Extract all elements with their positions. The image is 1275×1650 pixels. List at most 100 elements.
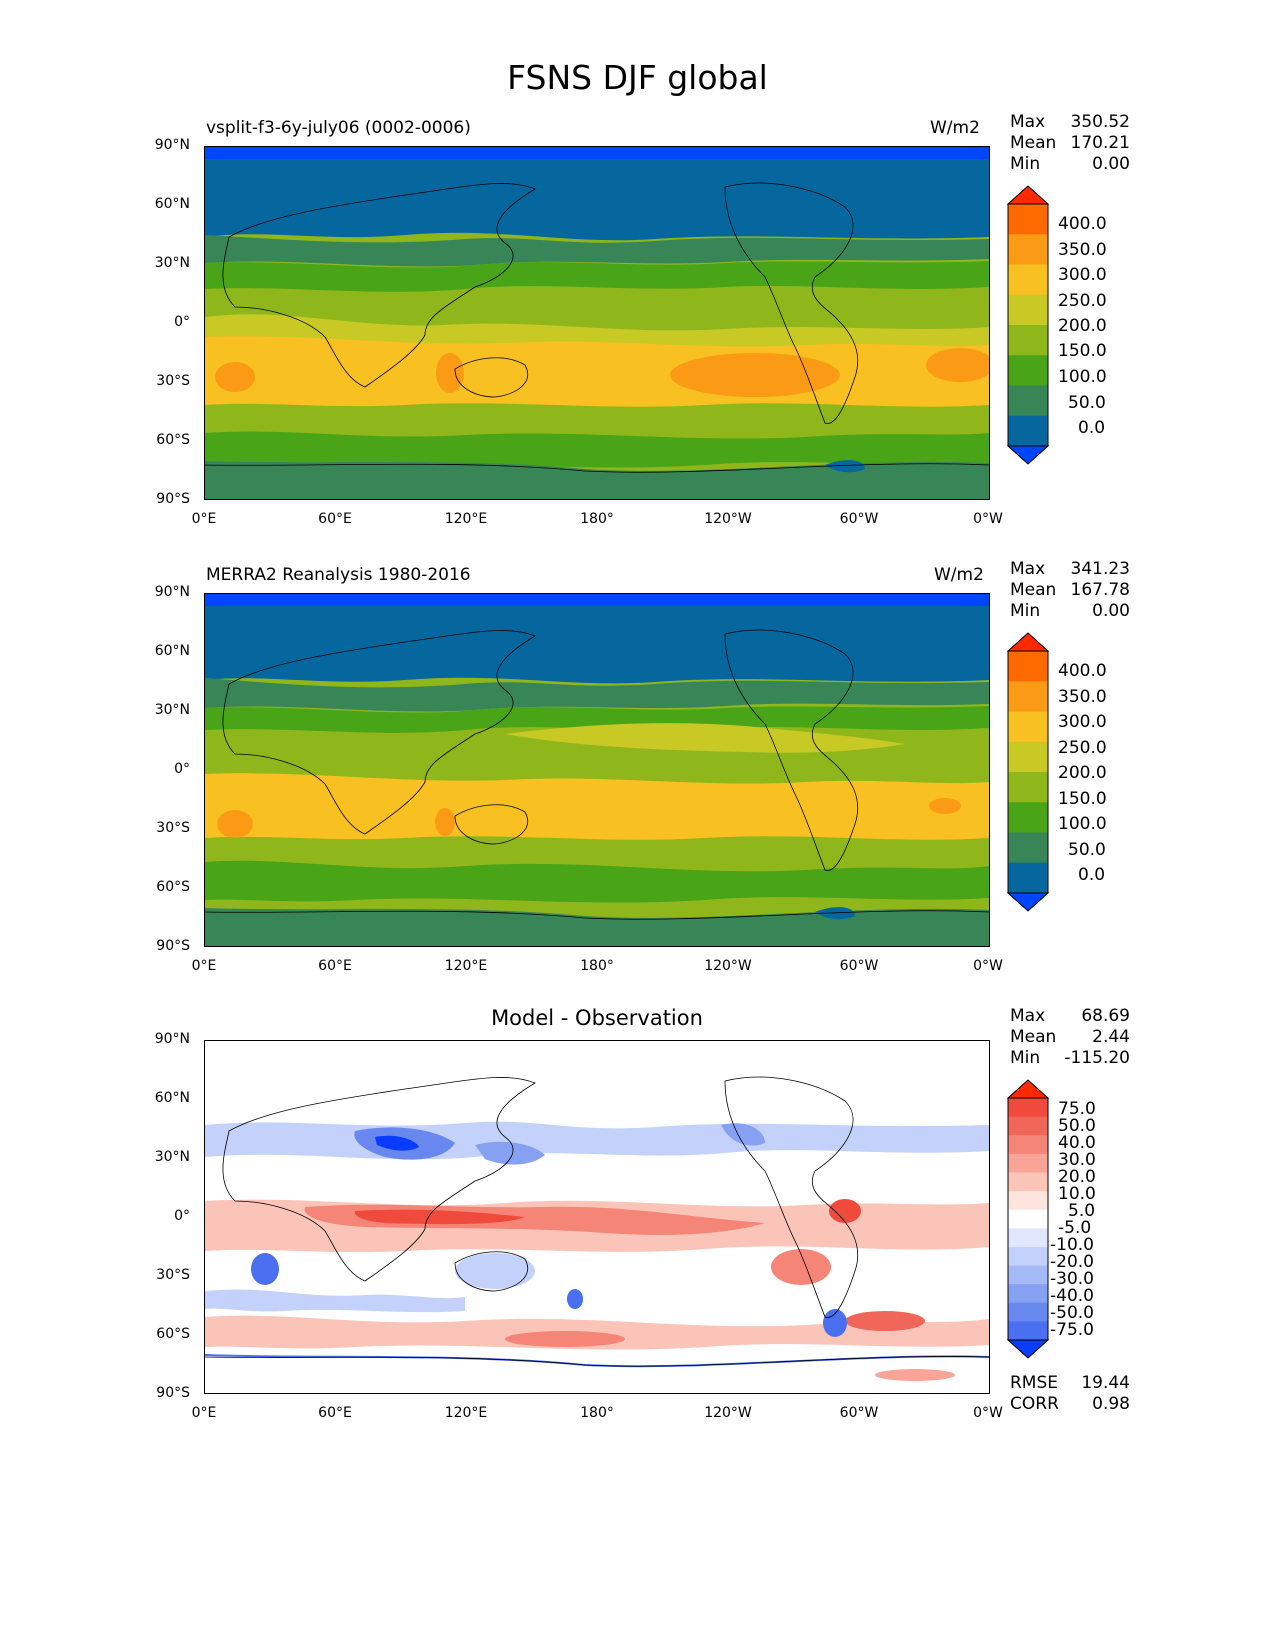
rmse-label: RMSE: [1010, 1373, 1059, 1393]
ytick-label: 30°S: [156, 1267, 190, 1283]
colorbar-bottom-triangle: [1006, 892, 1050, 912]
ytick-label: 0°: [174, 314, 190, 330]
colorbar-tick-label: 75.0: [1058, 1099, 1096, 1119]
colorbar-tick-label: 200.0: [1058, 763, 1107, 783]
stat-max-value: 68.69: [1081, 1006, 1130, 1026]
colorbar-swatch: [1008, 772, 1048, 803]
ytick-label: 90°N: [154, 1031, 190, 1047]
panel-diff-title: Model - Observation: [491, 1006, 703, 1030]
colorbar-tick-label: 350.0: [1058, 240, 1107, 260]
xtick-label: 60°W: [839, 1405, 879, 1421]
corr-value: 0.98: [1092, 1394, 1130, 1414]
panel-test-units: W/m2: [930, 118, 980, 138]
figure-title: FSNS DJF global: [507, 58, 768, 97]
xtick-label: 0°W: [973, 1405, 1003, 1421]
colorbar-tick-label: 300.0: [1058, 265, 1107, 285]
xtick-label: 60°E: [318, 1405, 352, 1421]
corr-label: CORR: [1010, 1394, 1059, 1414]
colorbar-tick-label: -20.0: [1050, 1252, 1094, 1272]
stat-max-value: 350.52: [1070, 112, 1130, 132]
panel-ref-units: W/m2: [934, 565, 984, 585]
colorbar-tick-label: 20.0: [1058, 1167, 1096, 1187]
xtick-label: 60°E: [318, 958, 352, 974]
xtick-label: 180°: [580, 1405, 614, 1421]
colorbar-swatch: [1008, 1116, 1048, 1136]
ytick-label: 30°S: [156, 820, 190, 836]
colorbar-swatch: [1008, 1098, 1048, 1118]
panel-ref-title: MERRA2 Reanalysis 1980-2016: [206, 565, 471, 585]
colorbar-tick-label: 300.0: [1058, 712, 1107, 732]
ytick-label: 0°: [174, 1208, 190, 1224]
panel-diff-colorbar: [1006, 1079, 1050, 1359]
colorbar-top-triangle: [1006, 632, 1050, 652]
colorbar-tick-label: 150.0: [1058, 789, 1107, 809]
colorbar-swatch: [1008, 325, 1048, 356]
stat-mean-value: 2.44: [1092, 1027, 1130, 1047]
colorbar-tick-label: 50.0: [1058, 1116, 1096, 1136]
colorbar-swatch: [1008, 294, 1048, 326]
colorbar-swatch: [1008, 711, 1048, 743]
stat-max-label: Max: [1010, 112, 1046, 132]
colorbar-swatch: [1008, 1246, 1048, 1267]
colorbar-swatch: [1008, 1172, 1048, 1192]
stat-max-label: Max: [1010, 1006, 1046, 1026]
ytick-label: 30°S: [156, 373, 190, 389]
colorbar-swatch: [1008, 802, 1048, 833]
rmse-value: 19.44: [1081, 1373, 1130, 1393]
colorbar-tick-label: -75.0: [1050, 1320, 1094, 1340]
ytick-label: 60°N: [154, 643, 190, 659]
panel-diff-map: [204, 1040, 990, 1394]
colorbar-tick-label: 10.0: [1058, 1184, 1096, 1204]
xtick-label: 60°E: [318, 511, 352, 527]
colorbar-swatch: [1008, 1153, 1048, 1173]
xtick-label: 0°E: [191, 958, 217, 974]
panel-ref-map: [204, 593, 990, 947]
stat-min-label: Min: [1010, 601, 1041, 621]
xtick-label: 0°E: [191, 1405, 217, 1421]
xtick-label: 120°W: [704, 1405, 752, 1421]
colorbar-swatch: [1008, 1284, 1048, 1304]
ytick-label: 60°N: [154, 196, 190, 212]
colorbar-tick-label: 250.0: [1058, 291, 1107, 311]
colorbar-swatch: [1008, 234, 1048, 265]
colorbar-swatch: [1008, 832, 1048, 864]
xtick-label: 120°W: [704, 958, 752, 974]
colorbar-tick-label: 40.0: [1058, 1133, 1096, 1153]
xtick-label: 180°: [580, 958, 614, 974]
ytick-label: 60°S: [156, 1326, 190, 1342]
colorbar-swatch: [1008, 204, 1048, 235]
stat-min-value: 0.00: [1092, 154, 1130, 174]
colorbar-tick-label: 200.0: [1058, 316, 1107, 336]
stat-min-label: Min: [1010, 154, 1041, 174]
xtick-label: 0°W: [973, 958, 1003, 974]
colorbar-bottom-triangle: [1006, 1339, 1050, 1359]
stat-mean-label: Mean: [1010, 133, 1057, 153]
colorbar-swatch: [1008, 1302, 1048, 1322]
colorbar-swatch: [1008, 385, 1048, 417]
colorbar-swatch: [1008, 264, 1048, 296]
xtick-label: 120°E: [444, 958, 488, 974]
colorbar-swatch: [1008, 681, 1048, 712]
colorbar-tick-label: 0.0: [1078, 418, 1106, 438]
colorbar-swatch: [1008, 651, 1048, 682]
xtick-label: 60°W: [839, 511, 879, 527]
ytick-label: 30°N: [154, 702, 190, 718]
ytick-label: 30°N: [154, 255, 190, 271]
stat-min-label: Min: [1010, 1048, 1041, 1068]
colorbar-tick-label: -30.0: [1050, 1269, 1094, 1289]
colorbar-tick-label: 250.0: [1058, 738, 1107, 758]
colorbar-swatch: [1008, 1265, 1048, 1285]
panel-test-title: vsplit-f3-6y-july06 (0002-0006): [206, 118, 471, 138]
ytick-label: 90°S: [156, 1385, 190, 1401]
ytick-label: 90°N: [154, 137, 190, 153]
xtick-label: 60°W: [839, 958, 879, 974]
colorbar-tick-label: 50.0: [1068, 393, 1106, 413]
ytick-label: 30°N: [154, 1149, 190, 1165]
stat-min-value: 0.00: [1092, 601, 1130, 621]
xtick-label: 0°E: [191, 511, 217, 527]
colorbar-tick-label: -50.0: [1050, 1303, 1094, 1323]
stat-mean-value: 170.21: [1070, 133, 1130, 153]
colorbar-bottom-triangle: [1006, 445, 1050, 465]
colorbar-swatch: [1008, 1228, 1048, 1248]
colorbar-tick-label: 350.0: [1058, 687, 1107, 707]
